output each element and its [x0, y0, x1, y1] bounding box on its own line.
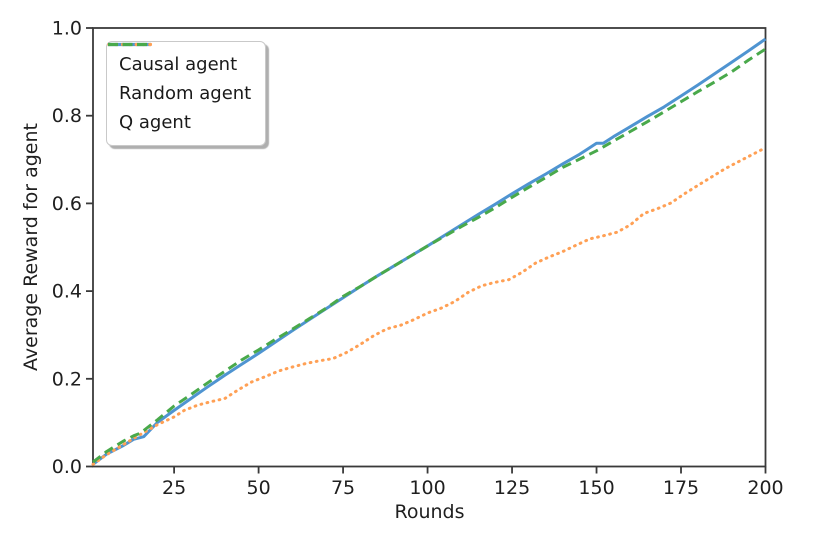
series-line-random-agent	[91, 146, 767, 466]
x-tick-label: 100	[409, 477, 445, 499]
legend-line-sample-dashed	[108, 42, 151, 47]
legend-label: Causal agent	[119, 54, 238, 75]
y-tick-label: 1.0	[52, 18, 82, 40]
x-axis-ticks: 25 50 75 100 125 150 175 200	[162, 466, 784, 499]
x-axis-title: Rounds	[394, 501, 465, 523]
legend-label: Random agent	[119, 83, 252, 104]
y-axis-ticks: 0.0 0.2 0.4 0.6 0.8 1.0	[52, 18, 93, 478]
legend-label: Q agent	[119, 112, 191, 133]
y-tick-label: 0.0	[52, 456, 82, 478]
y-tick-label: 0.2	[52, 368, 82, 390]
y-tick-label: 0.4	[52, 281, 82, 303]
y-axis-title: Average Reward for agent	[20, 123, 42, 371]
legend: Causal agent Random agent Q agent	[106, 41, 267, 146]
y-tick-label: 0.6	[52, 193, 82, 215]
x-tick-label: 75	[331, 477, 355, 499]
legend-item-q-agent: Q agent	[108, 42, 251, 135]
x-tick-label: 25	[162, 477, 186, 499]
y-tick-label: 0.8	[52, 105, 82, 127]
plot-border	[92, 27, 767, 468]
x-tick-label: 150	[578, 477, 614, 499]
data-series-lines	[91, 37, 767, 466]
plot-spines	[92, 27, 767, 468]
x-tick-label: 200	[747, 477, 783, 499]
legend-item-causal-agent: Causal agent	[108, 42, 251, 77]
x-tick-label: 175	[663, 477, 699, 499]
x-tick-label: 50	[246, 477, 270, 499]
x-tick-label: 125	[494, 477, 530, 499]
legend-item-random-agent: Random agent	[107, 42, 252, 106]
